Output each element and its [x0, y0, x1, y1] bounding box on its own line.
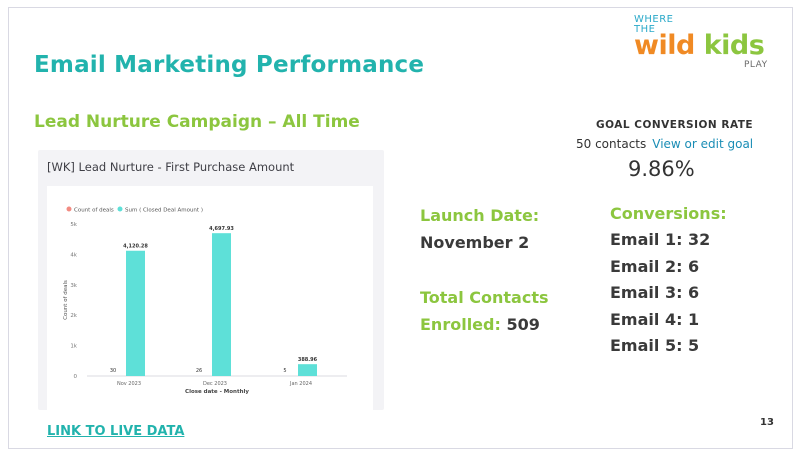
y-axis-label: Count of deals [63, 280, 69, 320]
y-tick-label: 4k [70, 252, 77, 258]
bar-data-label: 4,697.93 [209, 226, 234, 232]
logo: WHERE THE wild kids PLAY [634, 14, 774, 74]
bar-sum-1 [212, 233, 231, 376]
conversion-item: Email 3: 6 [610, 283, 700, 302]
bar-sum-2 [298, 364, 317, 376]
launch-date-value: November 2 [420, 233, 530, 252]
goal-conversion-label: GOAL CONVERSION RATE [596, 119, 754, 131]
bar-data-label: 388.96 [298, 357, 318, 363]
enrolled-value: 509 [506, 315, 540, 334]
y-tick-label: 1k [70, 344, 77, 350]
x-axis-label: Close date - Monthly [185, 389, 249, 395]
legend-swatch [66, 206, 72, 212]
launch-date-label: Launch Date: [420, 206, 540, 225]
total-contacts-label: Total Contacts [420, 288, 549, 307]
chart-area: Count of deals Sum ( Closed Deal Amount )… [47, 186, 373, 410]
conversion-item: Email 4: 1 [610, 309, 700, 329]
count-data-label: 26 [196, 368, 202, 374]
bar-chart: Count of deals Sum ( Closed Deal Amount )… [63, 206, 347, 395]
y-tick-label: 5k [70, 222, 77, 228]
logo-text-where: WHERE [634, 14, 674, 25]
conversions-label: Conversions: [610, 204, 727, 223]
page-title: Email Marketing Performance [34, 52, 425, 78]
bar-sum-0 [126, 250, 145, 376]
count-data-label: 5 [283, 368, 286, 374]
goal-contacts-line: 50 contacts View or edit goal [576, 137, 753, 151]
report-card: [WK] Lead Nurture - First Purchase Amoun… [38, 150, 384, 410]
logo-text-the: THE [634, 24, 656, 35]
logo-wordmark: wild kids [634, 30, 765, 61]
logo-text-play: PLAY [744, 60, 768, 70]
goal-rate-value: 9.86% [628, 157, 695, 181]
legend-swatch [117, 206, 123, 212]
enrolled-line: Enrolled: 509 [420, 315, 540, 334]
count-data-label: 30 [110, 368, 116, 374]
bar-data-label: 4,120.28 [123, 244, 148, 250]
x-tick-label: Jan 2024 [289, 381, 312, 387]
conversion-item: Email 1: 32 [610, 230, 711, 249]
conversion-item: Email 5: 5 [610, 336, 700, 355]
live-data-link[interactable]: LINK TO LIVE DATA [47, 424, 185, 439]
goal-contacts: 50 contacts [576, 137, 647, 151]
page-number: 13 [760, 417, 774, 428]
y-tick-label: 3k [70, 283, 77, 289]
x-tick-label: Dec 2023 [203, 381, 227, 387]
legend-label: Count of deals [74, 208, 114, 214]
conversion-item: Email 2: 6 [610, 256, 700, 276]
campaign-subtitle: Lead Nurture Campaign – All Time [34, 112, 360, 132]
x-tick-label: Nov 2023 [117, 381, 141, 387]
legend-label: Sum ( Closed Deal Amount ) [125, 208, 203, 214]
y-tick-label: 0 [74, 374, 78, 380]
logo-text-kids: kids [703, 30, 765, 61]
enrolled-label: Enrolled: [420, 315, 501, 334]
conversions-list: Email 1: 32 Email 2: 6 Email 3: 6 Email … [610, 230, 710, 363]
edit-goal-link[interactable]: View or edit goal [652, 137, 754, 151]
logo-text-wild: wild [634, 30, 695, 61]
report-title: [WK] Lead Nurture - First Purchase Amoun… [47, 160, 295, 174]
y-tick-label: 2k [70, 313, 77, 319]
